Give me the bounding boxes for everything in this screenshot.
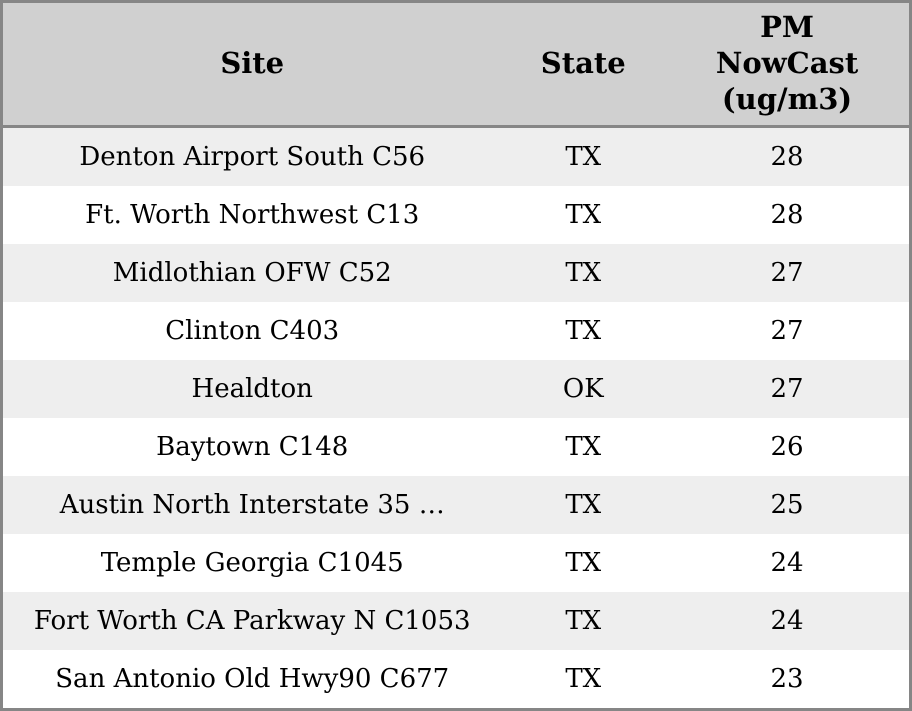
site-cell: Healdton: [191, 373, 313, 404]
pm-value-cell: 24: [770, 605, 804, 636]
pm-value-cell: 24: [770, 547, 804, 578]
table-row-baytown[interactable]: Baytown C148 TX 26: [1, 417, 911, 476]
column-header-site: Site: [1, 1, 502, 128]
pm-value-cell: 28: [770, 141, 804, 172]
site-cell: Ft. Worth Northwest C13: [85, 199, 420, 230]
state-cell: TX: [565, 199, 602, 230]
column-header-pm-nowcast: PM NowCast (ug/m3): [665, 1, 911, 128]
state-cell: TX: [565, 663, 602, 694]
pm-value-cell: 26: [770, 431, 804, 462]
table-row-ft-worth-northwest[interactable]: Ft. Worth Northwest C13 TX 28: [1, 186, 911, 244]
header-row: Site State PM NowCast (ug/m3): [1, 1, 911, 128]
pm-value-cell: 27: [770, 315, 804, 346]
site-cell: Fort Worth CA Parkway N C1053: [33, 605, 471, 636]
table-row-austin-north-interstate[interactable]: Austin North Interstate 35 … TX 25: [1, 475, 911, 534]
site-cell: Midlothian OFW C52: [112, 257, 392, 288]
table-row-denton-airport-south[interactable]: Denton Airport South C56 TX 28: [1, 126, 911, 187]
site-cell: San Antonio Old Hwy90 C677: [55, 663, 450, 694]
state-cell: TX: [565, 431, 602, 462]
site-cell: Baytown C148: [156, 431, 349, 462]
table-row-midlothian-ofw[interactable]: Midlothian OFW C52 TX 27: [1, 244, 911, 302]
pm-value-cell: 23: [770, 663, 804, 694]
column-header-state: State: [501, 1, 666, 128]
table-row-san-antonio-old-hwy90[interactable]: San Antonio Old Hwy90 C677 TX 23: [1, 649, 911, 710]
state-cell: TX: [565, 141, 602, 172]
state-cell: OK: [562, 373, 604, 404]
pm-value-cell: 28: [770, 199, 804, 230]
pm-value-cell: 25: [770, 489, 804, 520]
table-row-healdton[interactable]: Healdton OK 27: [1, 359, 911, 418]
pm-value-cell: 27: [770, 257, 804, 288]
pm-value-cell: 27: [770, 373, 804, 404]
site-cell: Denton Airport South C56: [79, 141, 426, 172]
table-row-fort-worth-ca-parkway[interactable]: Fort Worth CA Parkway N C1053 TX 24: [1, 591, 911, 650]
state-cell: TX: [565, 547, 602, 578]
table-row-temple-georgia[interactable]: Temple Georgia C1045 TX 24: [1, 533, 911, 592]
state-cell: TX: [565, 315, 602, 346]
state-cell: TX: [565, 257, 602, 288]
site-cell: Clinton C403: [165, 315, 340, 346]
state-cell: TX: [565, 605, 602, 636]
state-cell: TX: [565, 489, 602, 520]
site-cell: Austin North Interstate 35 …: [59, 489, 445, 520]
table-row-clinton[interactable]: Clinton C403 TX 27: [1, 301, 911, 360]
site-cell: Temple Georgia C1045: [100, 547, 404, 578]
